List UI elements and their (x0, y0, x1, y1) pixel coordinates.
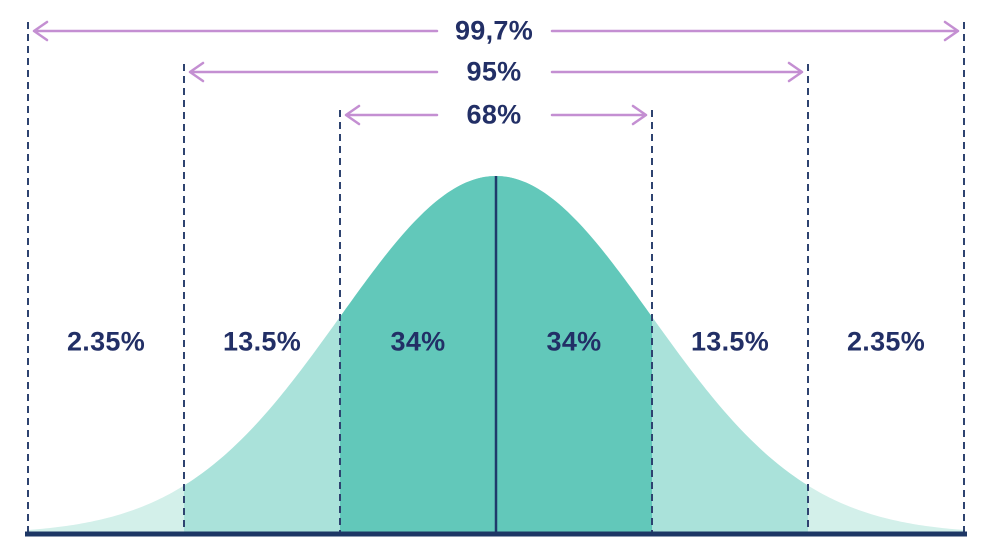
range-arrow-99-7-right (550, 20, 960, 42)
range-arrow-68-right (550, 104, 648, 126)
region-label-right-tail: 2.35% (846, 326, 926, 357)
interval-label-68: 68% (466, 99, 522, 130)
region-label-right-13-5: 13.5% (690, 326, 770, 357)
interval-label-99-7: 99,7% (454, 15, 534, 46)
region-label-left-tail: 2.35% (66, 326, 146, 357)
range-arrow-99-7-left (32, 20, 439, 42)
region-label-left-13-5: 13.5% (222, 326, 302, 357)
region-label-left-34: 34% (390, 326, 446, 357)
interval-label-95: 95% (466, 56, 522, 87)
range-arrow-68-left (344, 104, 439, 126)
region-label-right-34: 34% (546, 326, 602, 357)
range-arrow-95-left (188, 61, 439, 83)
range-arrow-95-right (550, 61, 804, 83)
